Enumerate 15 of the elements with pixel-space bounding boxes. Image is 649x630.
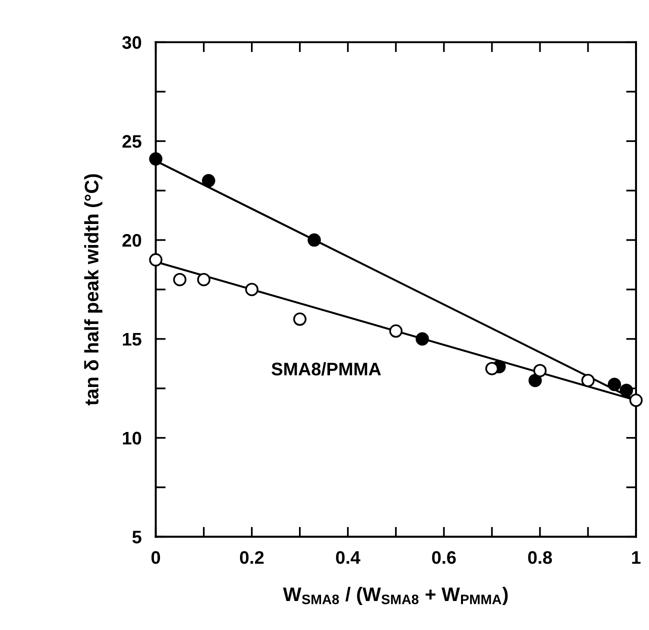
x-tick-label: 0.6 (432, 551, 456, 564)
x-axis-title: W$_{SMA8}$ / (W$_{SMA8}$ + W$_{PMMA}$) (283, 586, 508, 606)
x-tick-label: 0.8 (528, 551, 552, 564)
x-tick-label: 0 (151, 551, 160, 564)
x-tick-label: 1 (632, 551, 641, 564)
y-tick-label: 20 (122, 234, 142, 247)
y-tick-label: 25 (122, 135, 142, 148)
y-tick-label: 15 (122, 333, 142, 346)
series-label: SMA8/PMMA (272, 362, 381, 376)
y-tick-label: 5 (132, 530, 142, 544)
y-tick-label: 10 (122, 432, 142, 445)
y-tick-label: 30 (122, 36, 142, 49)
x-tick-label: 0.4 (336, 551, 360, 564)
x-tick-label: 0.2 (240, 551, 264, 564)
y-axis-title: tan δ half peak width (°C) (84, 174, 102, 406)
